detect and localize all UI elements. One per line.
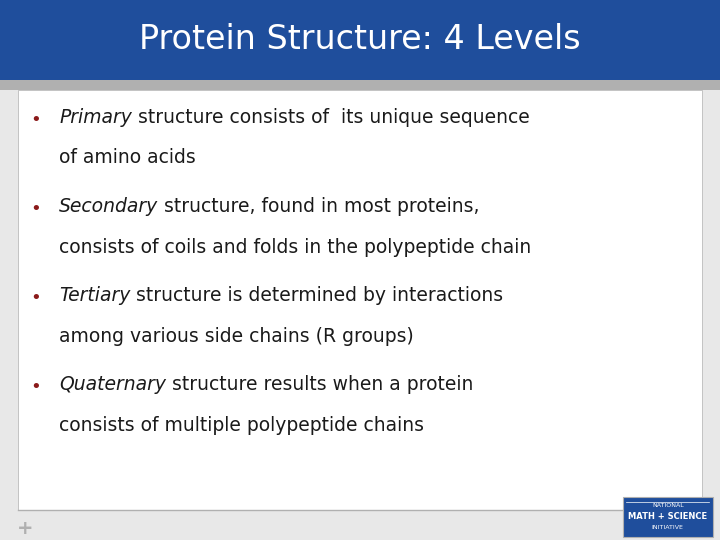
Text: Primary: Primary: [59, 108, 132, 127]
Text: •: •: [31, 200, 41, 218]
Text: Tertiary: Tertiary: [59, 286, 130, 305]
Text: •: •: [31, 378, 41, 396]
Text: consists of multiple polypeptide chains: consists of multiple polypeptide chains: [59, 416, 424, 435]
Text: MATH + SCIENCE: MATH + SCIENCE: [629, 512, 707, 521]
Bar: [623, 497, 713, 537]
Text: structure consists of  its unique sequence: structure consists of its unique sequenc…: [132, 108, 530, 127]
Text: structure is determined by interactions: structure is determined by interactions: [130, 286, 503, 305]
Text: •: •: [31, 111, 41, 129]
Text: consists of coils and folds in the polypeptide chain: consists of coils and folds in the polyp…: [59, 238, 531, 256]
Text: •: •: [31, 289, 41, 307]
Text: structure, found in most proteins,: structure, found in most proteins,: [158, 197, 480, 216]
Text: NATIONAL: NATIONAL: [652, 503, 684, 508]
Text: INITIATIVE: INITIATIVE: [652, 525, 684, 530]
Text: among various side chains (R groups): among various side chains (R groups): [59, 327, 414, 346]
Bar: [0, 80, 720, 90]
Text: Protein Structure: 4 Levels: Protein Structure: 4 Levels: [139, 23, 581, 57]
Bar: [0, 0, 720, 80]
Text: +: +: [17, 518, 33, 538]
Text: structure results when a protein: structure results when a protein: [166, 375, 474, 394]
Text: of amino acids: of amino acids: [59, 148, 196, 167]
Bar: [18, 90, 702, 510]
Text: Secondary: Secondary: [59, 197, 158, 216]
Text: Quaternary: Quaternary: [59, 375, 166, 394]
